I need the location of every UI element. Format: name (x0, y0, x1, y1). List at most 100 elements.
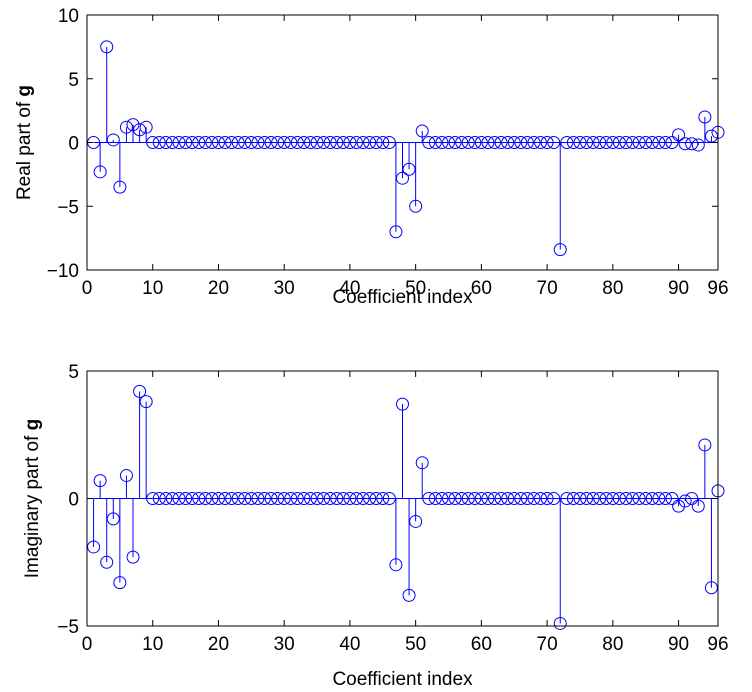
imag-stem-marker (580, 492, 594, 505)
real-stem-marker (619, 136, 633, 149)
imag-x-tick-label: 40 (339, 634, 360, 655)
imag-y-tick-label: −5 (57, 617, 79, 638)
real-y-tick-label: −5 (57, 197, 79, 218)
real-stem-marker (691, 138, 705, 152)
real-stem-marker (238, 136, 252, 149)
real-stem-marker (632, 136, 646, 149)
imag-stem-marker (527, 492, 541, 505)
real-x-ticks: 0 10 20 30 40 50 60 70 80 90 96 (82, 15, 729, 299)
imag-stem-marker (146, 492, 160, 505)
real-stem-marker (179, 136, 193, 149)
real-stem-marker (113, 180, 127, 194)
real-stem-marker (343, 136, 357, 149)
imag-stem-marker (330, 492, 344, 505)
real-stem-marker (488, 136, 502, 149)
imag-stem-marker (303, 492, 317, 505)
imag-y-axis-label-symbol: g (22, 419, 43, 431)
real-stem-marker (612, 136, 626, 149)
imag-x-tick-label: 96 (707, 634, 728, 655)
real-x-tick-label: 96 (707, 278, 728, 299)
imag-stem-marker (297, 492, 311, 505)
imag-x-tick-label: 90 (668, 634, 689, 655)
imag-stem-marker (520, 492, 534, 505)
imag-stem-marker (428, 492, 442, 505)
real-stem-marker (133, 123, 147, 137)
imag-stem-marker (336, 492, 350, 505)
imag-stem-marker (586, 492, 600, 505)
imag-stem-marker (192, 492, 206, 505)
imag-stem-marker (369, 492, 383, 505)
real-stem-marker (560, 136, 574, 149)
imag-stem-marker (481, 492, 495, 505)
real-stem-marker (639, 136, 653, 149)
imag-stem-marker (198, 492, 212, 505)
real-stem-marker (507, 136, 521, 149)
imag-stem-marker (698, 438, 712, 452)
real-stem-marker (297, 136, 311, 149)
imag-x-tick-label: 30 (274, 634, 295, 655)
real-stem-marker (409, 199, 423, 213)
real-part-panel: −10 −5 0 5 10 0 10 20 30 40 50 60 70 80 90 96 Coeffici… (14, 6, 729, 308)
real-x-tick-label: 60 (471, 278, 492, 299)
imag-stem-marker (573, 492, 587, 505)
real-y-tick-label: −10 (47, 261, 79, 282)
real-stem-marker (678, 137, 692, 151)
real-stem-marker (369, 136, 383, 149)
imag-stem-marker (244, 492, 258, 505)
real-stem-marker (257, 136, 271, 149)
real-stem-marker (218, 136, 232, 149)
imag-stem-marker (672, 499, 686, 513)
imag-stem-marker (468, 492, 482, 505)
real-stem-marker (606, 136, 620, 149)
imag-stem-marker (238, 492, 252, 505)
imag-y-tick-label: 0 (68, 490, 79, 511)
real-stem-marker (553, 243, 567, 257)
imag-stem-marker (310, 492, 324, 505)
real-stem-marker (396, 171, 409, 185)
imag-stem-marker (534, 492, 548, 505)
real-stem-marker (376, 136, 390, 149)
real-stem-marker (152, 136, 166, 149)
imag-stem-marker (409, 514, 423, 528)
imag-stem-marker (488, 492, 502, 505)
real-stem-marker (573, 136, 587, 149)
real-stem-marker (547, 136, 561, 149)
imag-stem-marker (251, 492, 265, 505)
imag-stem-marker (159, 492, 173, 505)
real-stem-marker (698, 110, 712, 124)
imag-stem-marker (540, 492, 554, 505)
real-x-tick-label: 10 (142, 278, 163, 299)
real-y-axis-label: Real part of g (14, 85, 35, 200)
imag-stem-marker (87, 540, 101, 554)
real-stem-marker (685, 137, 699, 151)
real-stem-marker (290, 136, 304, 149)
imag-stem-marker (402, 588, 416, 602)
imag-stem-marker (665, 492, 679, 505)
imag-stem-marker (632, 492, 646, 505)
imag-stem-marker (231, 492, 245, 505)
imag-stem-marker (264, 492, 278, 505)
real-stem-marker (205, 136, 219, 149)
real-stem-marker (494, 136, 508, 149)
imag-x-axis-label: Coefficient index (332, 669, 473, 690)
real-x-tick-label: 30 (274, 278, 295, 299)
imag-stem-marker (100, 555, 114, 569)
imag-stem-marker (474, 492, 488, 505)
real-stem-marker (336, 136, 350, 149)
imag-stem-marker (323, 492, 337, 505)
real-y-axis-label-text: Real part of (14, 97, 35, 201)
real-stem-marker (251, 136, 265, 149)
imag-stem-marker (133, 384, 147, 398)
imag-stem-marker (257, 492, 271, 505)
imag-stem-marker (93, 474, 107, 488)
real-stem-marker (468, 136, 482, 149)
real-stem-marker (284, 136, 298, 149)
imag-stem-marker (514, 492, 528, 505)
imag-part-panel: −505 0 10 20 30 40 50 60 70 80 90 96 Coefficient i… (22, 362, 729, 690)
real-stem-marker (520, 136, 534, 149)
imag-stem-marker (678, 494, 692, 508)
imag-y-ticks: −5 0 5 (57, 362, 718, 638)
real-stem-marker (165, 136, 179, 149)
imag-stems (93, 391, 719, 624)
imag-stem-marker (119, 469, 133, 483)
